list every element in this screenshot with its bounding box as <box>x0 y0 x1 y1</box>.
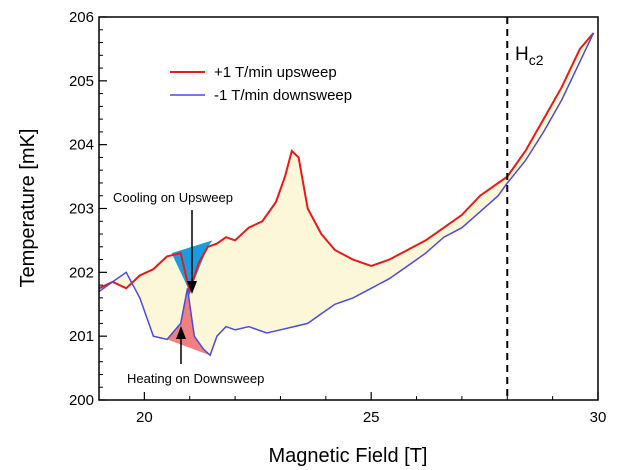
x-tick-label: 20 <box>136 409 153 426</box>
cooling-arrowhead <box>187 281 197 294</box>
hc2-label: Hc2 <box>515 44 544 68</box>
legend-downsweep-label: -1 T/min downsweep <box>214 87 352 104</box>
x-tick-label: 30 <box>590 409 607 426</box>
y-tick-label: 200 <box>69 392 94 409</box>
y-tick-label: 206 <box>69 9 94 26</box>
y-tick-label: 205 <box>69 73 94 90</box>
y-tick-label: 202 <box>69 264 94 281</box>
y-tick-label: 204 <box>69 137 94 154</box>
axis-ticks: 20 25 30 200 201 202 203 204 205 206 <box>69 9 606 426</box>
x-tick-label: 25 <box>363 409 380 426</box>
legend: +1 T/min upsweep -1 T/min downsweep <box>170 64 352 104</box>
plot-frame <box>98 16 599 401</box>
legend-upsweep-label: +1 T/min upsweep <box>214 64 337 81</box>
x-axis-title: Magnetic Field [T] <box>269 445 428 467</box>
heating-arrowhead <box>176 326 186 339</box>
y-tick-label: 203 <box>69 201 94 218</box>
cooling-annotation: Cooling on Upsweep <box>113 190 233 205</box>
downsweep-line <box>98 32 595 357</box>
hysteresis-fill-region <box>99 33 594 356</box>
upsweep-line <box>98 32 595 296</box>
heating-annotation: Heating on Downsweep <box>127 371 264 386</box>
y-tick-label: 201 <box>69 328 94 345</box>
y-axis-title: Temperature [mK] <box>17 129 39 288</box>
